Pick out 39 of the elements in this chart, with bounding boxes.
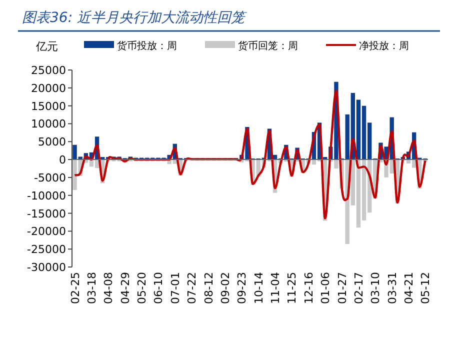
x-tick-label: 02-17 — [352, 272, 366, 304]
legend-label: 净投放：周 — [359, 40, 409, 52]
y-tick-label: 15000 — [31, 100, 66, 113]
x-tick-label: 10-14 — [252, 272, 266, 304]
y-tick-label: -15000 — [27, 207, 66, 220]
y-tick-label: -25000 — [27, 243, 66, 256]
x-tick-label: 02-25 — [68, 272, 82, 304]
y-tick-label: -5000 — [34, 171, 66, 184]
x-tick-label: 04-21 — [402, 272, 416, 304]
x-tick-label: 05-12 — [419, 272, 432, 304]
x-tick-label: 07-01 — [168, 272, 182, 304]
x-tick-label: 03-31 — [386, 272, 399, 304]
x-tick-label: 12-16 — [302, 272, 316, 304]
y-tick-label: 0 — [59, 154, 66, 167]
x-tick-label: 04-29 — [118, 272, 132, 304]
y-tick-label: 25000 — [31, 64, 66, 77]
x-tick-label: 01-06 — [319, 272, 332, 304]
x-tick-label: 09-02 — [218, 272, 232, 304]
x-tick-label: 11-25 — [286, 272, 299, 304]
legend-label: 货币回笼：周 — [238, 40, 298, 52]
y-tick-label: 20000 — [31, 82, 66, 95]
x-tick-label: 08-12 — [202, 272, 216, 304]
y-tick-label: -10000 — [27, 189, 66, 202]
x-tick-label: 05-20 — [136, 272, 149, 304]
chart-title: 图表36: 近半月央行加大流动性回笼 — [22, 10, 247, 26]
x-tick-label: 07-22 — [186, 272, 199, 304]
y-axis-title: 亿元 — [35, 40, 58, 53]
x-tick-label: 01-27 — [336, 272, 349, 304]
x-tick-label: 03-18 — [85, 272, 98, 304]
x-tick-label: 04-08 — [102, 272, 116, 304]
x-tick-label: 09-23 — [236, 272, 249, 304]
y-tick-label: 10000 — [31, 118, 66, 131]
y-tick-label: -20000 — [27, 225, 66, 238]
x-tick-label: 11-04 — [269, 272, 282, 304]
x-tick-label: 06-10 — [152, 272, 166, 304]
x-tick-label: 03-10 — [369, 272, 382, 304]
y-tick-label: -30000 — [27, 261, 66, 274]
legend-label: 货币投放：周 — [117, 40, 177, 52]
y-tick-label: 5000 — [38, 136, 66, 149]
